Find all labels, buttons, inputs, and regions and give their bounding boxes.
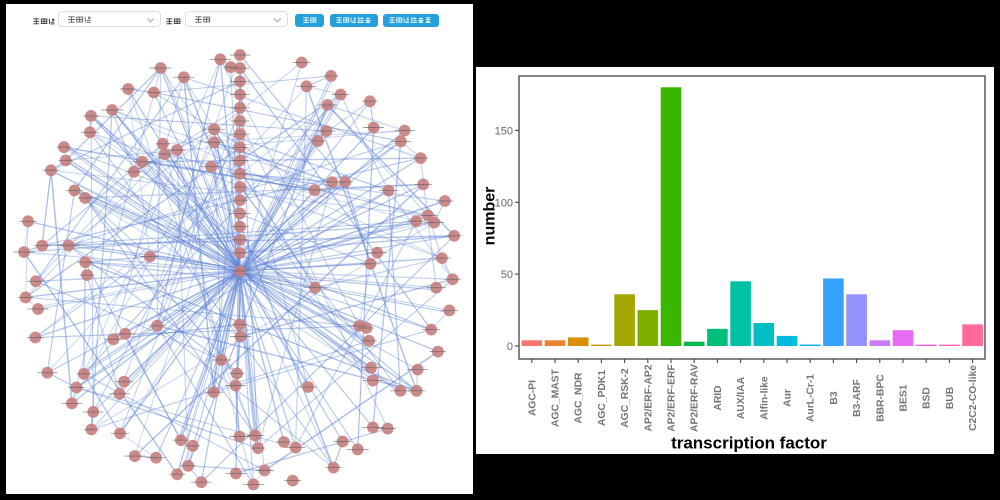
svg-text:AP2/ERF-AP2: AP2/ERF-AP2 (643, 364, 654, 431)
svg-text:100: 100 (495, 197, 513, 209)
svg-text:ARID: ARID (713, 385, 724, 410)
svg-text:50: 50 (501, 269, 513, 281)
svg-text:0: 0 (507, 341, 513, 353)
svg-text:B3: B3 (829, 391, 840, 404)
svg-text:BSD: BSD (922, 387, 933, 409)
svg-text:AGC_NDR: AGC_NDR (574, 372, 585, 423)
svg-text:Alfin-like: Alfin-like (759, 376, 770, 420)
svg-text:AP2/ERF-RAV: AP2/ERF-RAV (690, 364, 701, 432)
svg-text:AGC-PI: AGC-PI (527, 380, 538, 416)
svg-text:C2C2-CO-like: C2C2-CO-like (968, 365, 979, 431)
svg-text:BBR-BPC: BBR-BPC (875, 374, 886, 422)
svg-text:AGC_MAST: AGC_MAST (551, 368, 562, 426)
svg-text:AUX/IAA: AUX/IAA (736, 376, 747, 419)
svg-text:AurL-Cr-1: AurL-Cr-1 (806, 374, 817, 422)
svg-text:Aur: Aur (783, 389, 794, 407)
svg-text:AP2/ERF-ERF: AP2/ERF-ERF (667, 364, 678, 432)
svg-text:AGC_RSK-2: AGC_RSK-2 (620, 368, 631, 428)
svg-text:BES1: BES1 (899, 384, 910, 411)
svg-text:transcription factor: transcription factor (671, 434, 827, 453)
svg-text:BUB: BUB (945, 387, 956, 409)
svg-text:150: 150 (495, 125, 513, 137)
svg-text:AGC_PDK1: AGC_PDK1 (597, 370, 608, 426)
svg-text:number: number (482, 187, 499, 246)
svg-text:B3-ARF: B3-ARF (852, 379, 863, 417)
